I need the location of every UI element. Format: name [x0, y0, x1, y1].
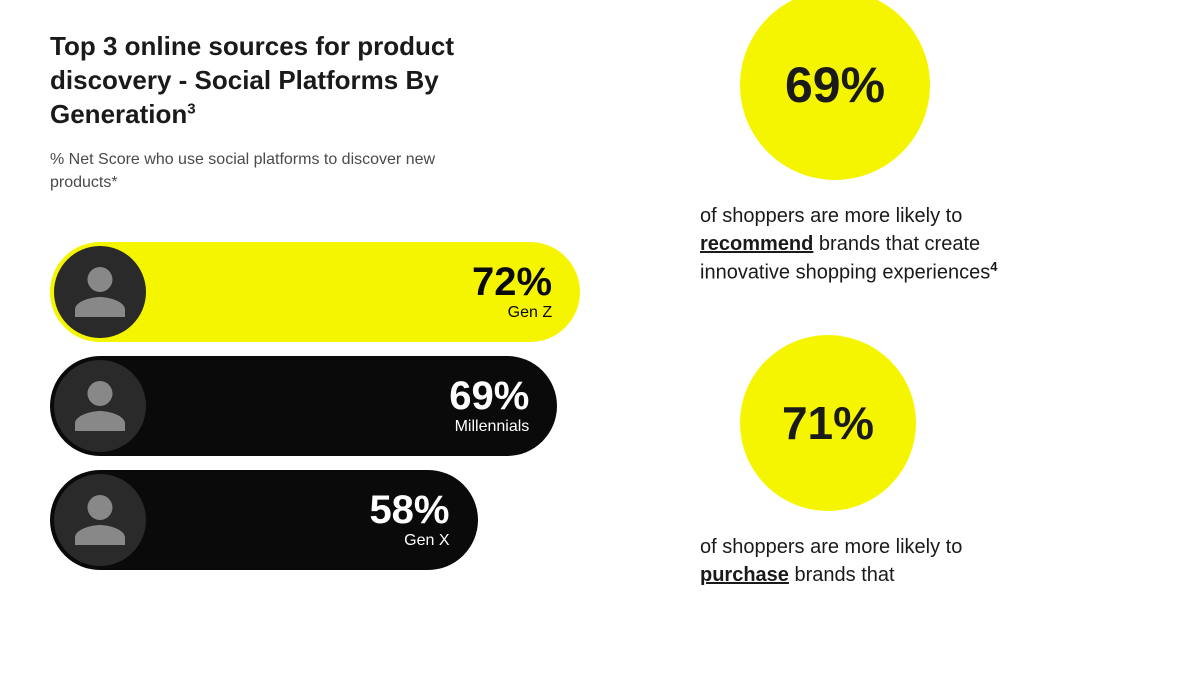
pill-pct: 58% [369, 490, 449, 530]
stat-text-2-post: brands that [789, 564, 895, 586]
generation-pill: 58% Gen X [50, 470, 478, 570]
stat-value-2: 71% [782, 396, 874, 450]
stat-block-1: 69% of shoppers are more likely to recom… [700, 0, 1020, 287]
pill-text: 58% Gen X [369, 490, 449, 550]
chart-title-text: Top 3 online sources for product discove… [50, 31, 454, 129]
stat-block-2: 71% of shoppers are more likely to purch… [700, 335, 1020, 589]
pill-text: 72% Gen Z [472, 262, 552, 322]
stat-text-1-underline: recommend [700, 233, 813, 255]
pill-pct: 72% [472, 262, 552, 302]
stat-text-2-pre: of shoppers are more likely to [700, 536, 962, 558]
pill-pct: 69% [449, 376, 529, 416]
stat-text-1-pre: of shoppers are more likely to [700, 205, 962, 227]
avatar-icon [54, 474, 146, 566]
avatar-icon [54, 360, 146, 452]
generation-pill: 69% Millennials [50, 356, 557, 456]
pill-container: 72% Gen Z 69% Millennials 58% Gen X [50, 242, 620, 570]
pill-label: Gen X [404, 532, 449, 550]
right-panel: 69% of shoppers are more likely to recom… [660, 0, 1200, 675]
pill-text: 69% Millennials [449, 376, 529, 436]
stat-text-2: of shoppers are more likely to purchase … [700, 533, 1020, 589]
chart-title: Top 3 online sources for product discove… [50, 30, 530, 131]
avatar-icon [54, 246, 146, 338]
stat-value-1: 69% [785, 56, 885, 114]
stat-text-1: of shoppers are more likely to recommend… [700, 202, 1020, 287]
stat-circle-1: 69% [740, 0, 930, 180]
stat-text-2-underline: purchase [700, 564, 789, 586]
left-panel: Top 3 online sources for product discove… [0, 0, 660, 675]
stat-circle-2: 71% [740, 335, 916, 511]
pill-label: Gen Z [508, 304, 552, 322]
chart-subtitle: % Net Score who use social platforms to … [50, 149, 470, 194]
stat-text-1-sup: 4 [990, 259, 997, 274]
generation-pill: 72% Gen Z [50, 242, 580, 342]
pill-label: Millennials [455, 418, 530, 436]
chart-title-sup: 3 [187, 100, 195, 117]
